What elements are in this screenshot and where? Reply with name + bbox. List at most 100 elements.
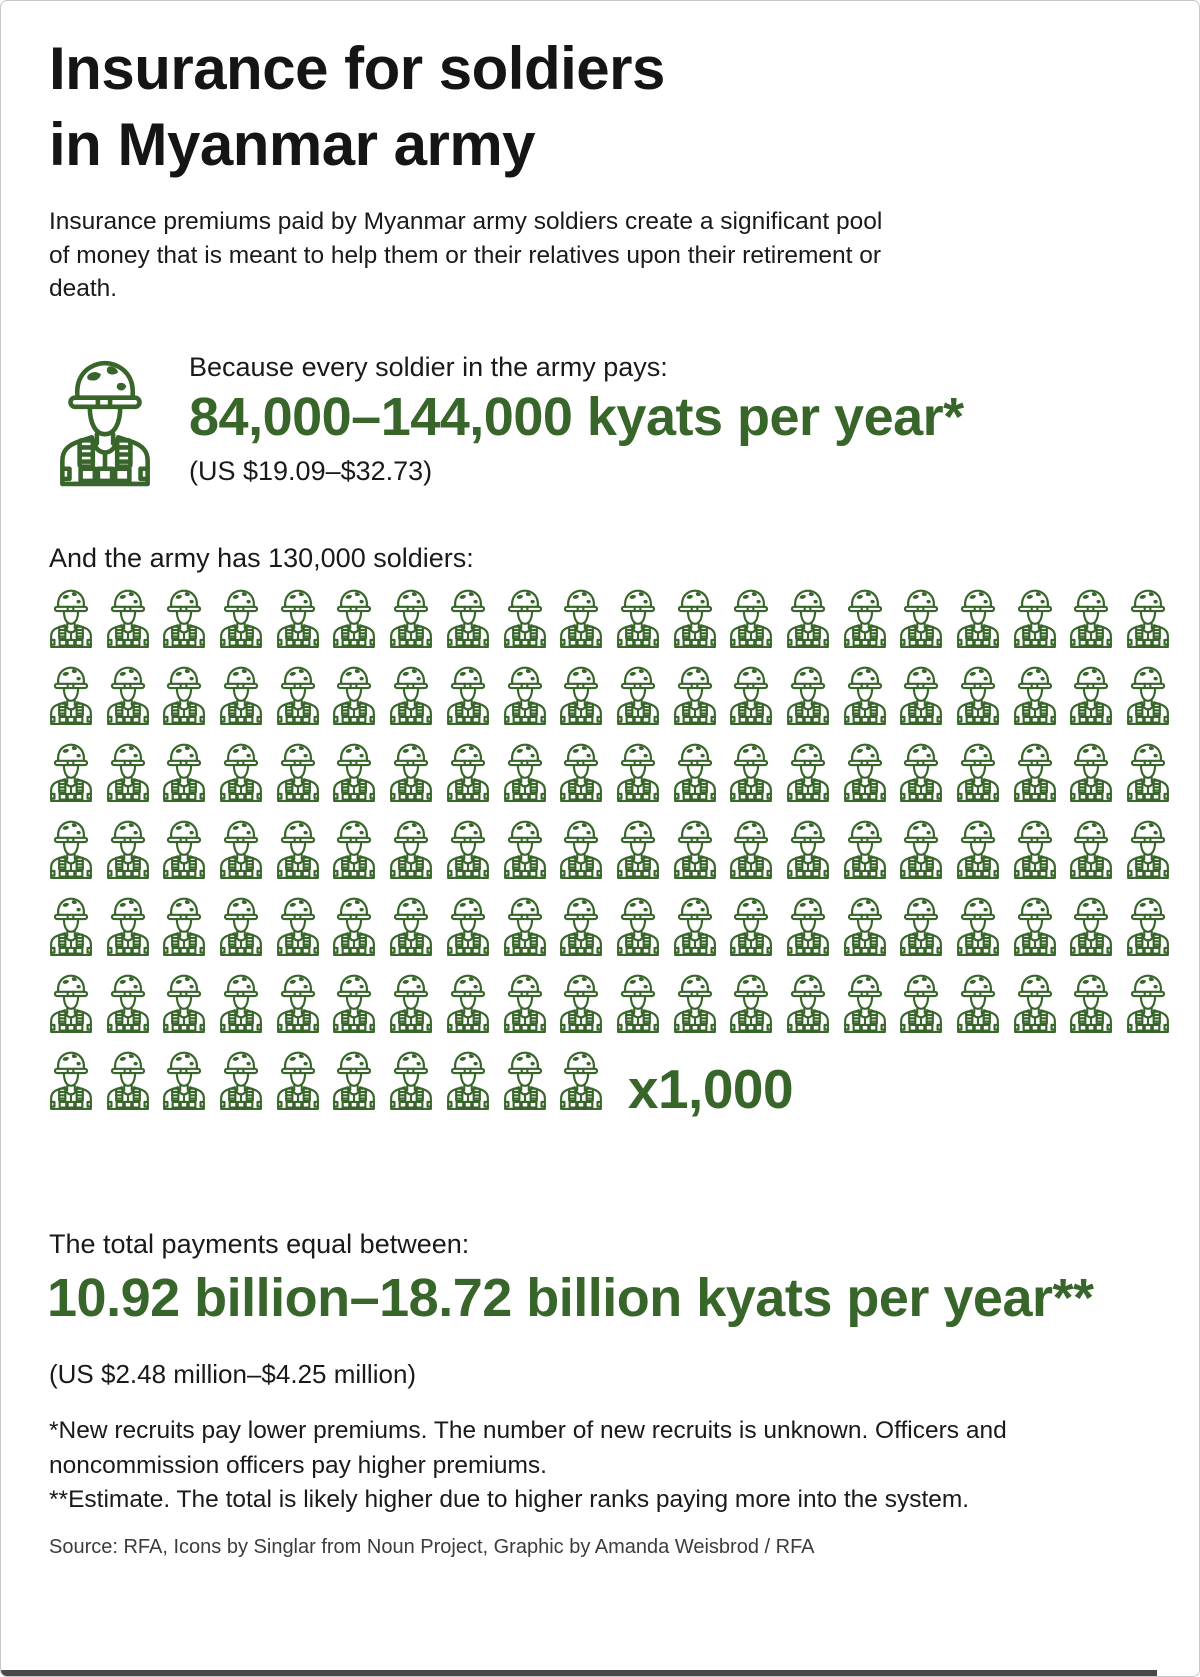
soldier-icon bbox=[669, 586, 726, 649]
soldier-icon bbox=[102, 663, 159, 726]
soldier-icon bbox=[895, 586, 952, 649]
soldier-icon bbox=[725, 894, 782, 957]
soldier-icon bbox=[782, 663, 839, 726]
soldier-icon bbox=[725, 817, 782, 880]
soldier-icon bbox=[895, 663, 952, 726]
soldier-icon bbox=[442, 740, 499, 803]
soldier-icon bbox=[612, 586, 669, 649]
soldier-icon bbox=[952, 971, 1009, 1034]
soldier-icon bbox=[499, 740, 556, 803]
soldier-icon bbox=[385, 894, 442, 957]
soldier-icon bbox=[385, 971, 442, 1034]
soldier-icon bbox=[45, 817, 102, 880]
soldier-icon bbox=[328, 586, 385, 649]
soldier-row bbox=[45, 894, 1199, 957]
soldier-icon bbox=[215, 1048, 272, 1117]
soldier-icon bbox=[442, 817, 499, 880]
soldier-icon bbox=[895, 894, 952, 957]
soldier-icon bbox=[158, 971, 215, 1034]
soldier-icon bbox=[158, 1048, 215, 1117]
soldier-icon bbox=[215, 817, 272, 880]
soldier-icon bbox=[669, 663, 726, 726]
soldier-icon bbox=[442, 894, 499, 957]
soldier-icon bbox=[272, 971, 329, 1034]
premium-amount: 84,000–144,000 kyats per year* bbox=[189, 386, 964, 447]
soldier-icon bbox=[725, 971, 782, 1034]
soldier-icon bbox=[499, 971, 556, 1034]
soldier-icon bbox=[1009, 894, 1066, 957]
total-usd: (US $2.48 million–$4.25 million) bbox=[49, 1358, 417, 1389]
soldier-icon bbox=[385, 1048, 442, 1117]
soldier-icon bbox=[555, 817, 612, 880]
soldier-icon bbox=[385, 586, 442, 649]
footnote-2: **Estimate. The total is likely higher d… bbox=[49, 1486, 970, 1514]
soldier-icon bbox=[328, 740, 385, 803]
soldier-icon bbox=[158, 586, 215, 649]
soldier-icon bbox=[1122, 817, 1179, 880]
soldier-icon bbox=[1122, 971, 1179, 1034]
soldier-icon bbox=[952, 740, 1009, 803]
page-title: Insurance for soldiers in Myanmar army bbox=[49, 31, 1151, 183]
soldier-icon bbox=[952, 663, 1009, 726]
soldier-icon bbox=[1065, 740, 1122, 803]
soldier-icon bbox=[215, 740, 272, 803]
soldier-icon bbox=[839, 817, 896, 880]
soldier-icon bbox=[895, 740, 952, 803]
soldier-icon bbox=[272, 1048, 329, 1117]
soldier-icon bbox=[1009, 586, 1066, 649]
footnotes: *New recruits pay lower premiums. The nu… bbox=[49, 1414, 1124, 1518]
soldier-icon bbox=[272, 663, 329, 726]
soldier-row bbox=[45, 817, 1199, 880]
soldier-icon bbox=[45, 1048, 102, 1117]
title-line-2: in Myanmar army bbox=[49, 111, 536, 179]
soldier-icon bbox=[272, 740, 329, 803]
soldier-icon bbox=[839, 663, 896, 726]
total-amount: 10.92 billion–18.72 billion kyats per ye… bbox=[47, 1268, 1094, 1329]
soldier-icon bbox=[952, 894, 1009, 957]
soldier-icon bbox=[612, 817, 669, 880]
soldier-icon bbox=[102, 586, 159, 649]
soldier-icon bbox=[102, 740, 159, 803]
soldier-row: x1,000 bbox=[45, 1048, 1199, 1117]
premium-lead: Because every soldier in the army pays: bbox=[189, 352, 668, 383]
soldier-icon bbox=[499, 894, 556, 957]
soldier-icon bbox=[555, 971, 612, 1034]
soldier-icon bbox=[45, 894, 102, 957]
title-line-1: Insurance for soldiers bbox=[49, 35, 665, 102]
soldier-icon bbox=[612, 971, 669, 1034]
soldier-icon bbox=[45, 740, 102, 803]
soldier-icon bbox=[215, 586, 272, 649]
bottom-bar bbox=[1, 1670, 1157, 1676]
soldier-icon bbox=[158, 894, 215, 957]
soldier-icon bbox=[272, 817, 329, 880]
soldier-icon bbox=[1065, 817, 1122, 880]
soldier-icon bbox=[272, 586, 329, 649]
soldier-icon bbox=[895, 817, 952, 880]
soldier-row bbox=[45, 740, 1199, 803]
soldier-icon bbox=[952, 586, 1009, 649]
soldier-icon bbox=[328, 1048, 385, 1117]
soldier-icon bbox=[328, 663, 385, 726]
soldier-icon bbox=[555, 894, 612, 957]
soldier-icon bbox=[272, 894, 329, 957]
soldier-icon bbox=[499, 586, 556, 649]
soldier-icon bbox=[1122, 740, 1179, 803]
premium-usd: (US $19.09–$32.73) bbox=[189, 455, 433, 486]
soldier-icon bbox=[45, 971, 102, 1034]
soldier-icon bbox=[612, 894, 669, 957]
soldier-icon bbox=[725, 740, 782, 803]
soldier-row bbox=[45, 971, 1199, 1034]
soldier-row bbox=[45, 586, 1199, 649]
soldier-icon bbox=[102, 817, 159, 880]
soldier-icon bbox=[725, 586, 782, 649]
soldier-icon bbox=[385, 740, 442, 803]
soldier-icon bbox=[442, 971, 499, 1034]
soldier-icon bbox=[328, 894, 385, 957]
soldier-icon bbox=[328, 971, 385, 1034]
soldier-icon bbox=[45, 586, 102, 649]
soldier-icon bbox=[1122, 586, 1179, 649]
soldier-icon bbox=[102, 894, 159, 957]
soldier-icon bbox=[555, 740, 612, 803]
soldier-icon bbox=[1065, 971, 1122, 1034]
